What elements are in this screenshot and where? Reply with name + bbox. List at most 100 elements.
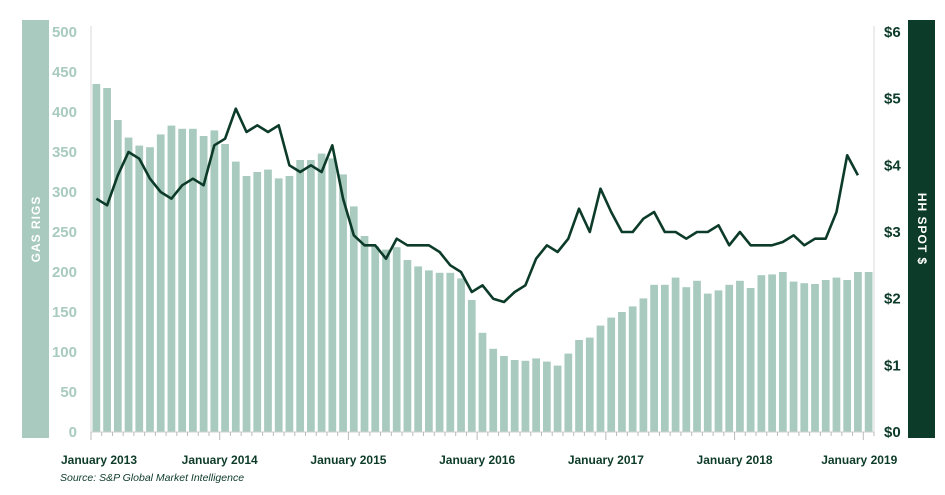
left-tick-label: 300 — [52, 184, 77, 201]
bar — [821, 280, 830, 432]
bar — [360, 236, 369, 432]
bar — [489, 348, 498, 432]
bar — [596, 325, 605, 432]
bar — [467, 300, 476, 432]
bar — [307, 160, 315, 432]
bar — [521, 360, 530, 432]
right-tick-label: $6 — [884, 24, 901, 41]
bar — [607, 317, 616, 432]
x-tick-label: January 2013 — [61, 453, 137, 467]
right-tick-label: $2 — [884, 291, 901, 308]
x-tick-label: January 2018 — [697, 453, 773, 467]
left-tick-label: 350 — [52, 144, 77, 161]
bar — [478, 332, 487, 432]
bar — [500, 356, 508, 432]
bar — [736, 280, 744, 432]
right-tick-label: $3 — [884, 224, 901, 241]
bar — [864, 272, 873, 432]
bar — [542, 361, 551, 432]
right-tick-label: $5 — [884, 91, 901, 108]
bar — [746, 288, 755, 432]
bar — [446, 272, 455, 432]
bar — [510, 360, 519, 432]
bar — [339, 174, 347, 432]
x-tick-label: January 2016 — [439, 453, 515, 467]
bar — [811, 284, 819, 432]
bar — [199, 136, 208, 432]
left-tick-label: 250 — [52, 224, 77, 241]
bar — [178, 128, 187, 433]
x-tick-label: January 2019 — [821, 453, 897, 467]
bar — [843, 280, 852, 432]
bar — [585, 337, 594, 432]
bar — [285, 176, 294, 432]
bar — [242, 176, 251, 432]
bar — [757, 275, 766, 432]
right-tick-label: $4 — [884, 157, 901, 174]
bar — [832, 277, 841, 432]
bar — [628, 306, 637, 432]
bar-series — [92, 84, 873, 433]
left-tick-label: 400 — [52, 104, 77, 121]
x-tick-label: January 2014 — [182, 453, 258, 467]
left-tick-label: 100 — [52, 344, 77, 361]
bar — [189, 128, 197, 433]
bar — [671, 277, 680, 432]
bar — [156, 134, 165, 432]
bar — [328, 158, 337, 432]
right-tick-label: $0 — [884, 424, 901, 441]
bar — [167, 125, 176, 432]
bar — [532, 358, 540, 432]
left-tick-label: 0 — [69, 424, 77, 441]
bar — [296, 160, 305, 432]
right-tick-label: $1 — [884, 357, 901, 374]
bar — [768, 274, 776, 432]
bar — [618, 312, 626, 432]
bar — [231, 161, 240, 432]
bar — [778, 272, 787, 432]
bar — [703, 293, 712, 432]
line-series — [95, 107, 860, 304]
bar — [714, 290, 723, 432]
bar — [210, 130, 219, 432]
source-note: Source: S&P Global Market Intelligence — [60, 472, 245, 484]
x-tick-label: January 2017 — [568, 453, 644, 467]
right-axis-ticks: $6 $5 $4 $3 $2 $1 $0 — [884, 24, 901, 441]
bar — [221, 144, 229, 432]
left-tick-label: 450 — [52, 64, 77, 81]
bar — [854, 272, 862, 432]
bar — [392, 247, 401, 432]
left-tick-label: 200 — [52, 264, 77, 281]
bar — [800, 283, 809, 432]
left-tick-label: 150 — [52, 304, 77, 321]
bar — [264, 169, 272, 432]
bar — [103, 88, 111, 432]
bar — [113, 120, 122, 432]
bar — [575, 340, 583, 432]
bar — [425, 270, 433, 432]
hh-spot-price-line — [95, 107, 860, 304]
bar — [682, 287, 691, 432]
bar — [146, 147, 154, 432]
right-axis-label-band: HH SPOT $ — [908, 20, 935, 438]
bar — [382, 249, 390, 432]
bar — [789, 281, 798, 432]
bar — [253, 172, 262, 432]
bar — [639, 298, 648, 432]
bar — [371, 246, 380, 432]
bar — [457, 278, 465, 432]
bar — [274, 178, 283, 432]
bar — [403, 260, 412, 432]
bar — [553, 365, 562, 432]
bar — [349, 206, 358, 432]
bar — [564, 353, 573, 432]
bar — [124, 137, 133, 432]
x-tick-label: January 2015 — [310, 453, 386, 467]
bar — [92, 84, 101, 432]
bar — [435, 272, 444, 432]
axes — [90, 26, 875, 440]
bar — [317, 153, 326, 432]
x-axis-ticks: January 2013 January 2014 January 2015 Janu… — [61, 453, 898, 467]
